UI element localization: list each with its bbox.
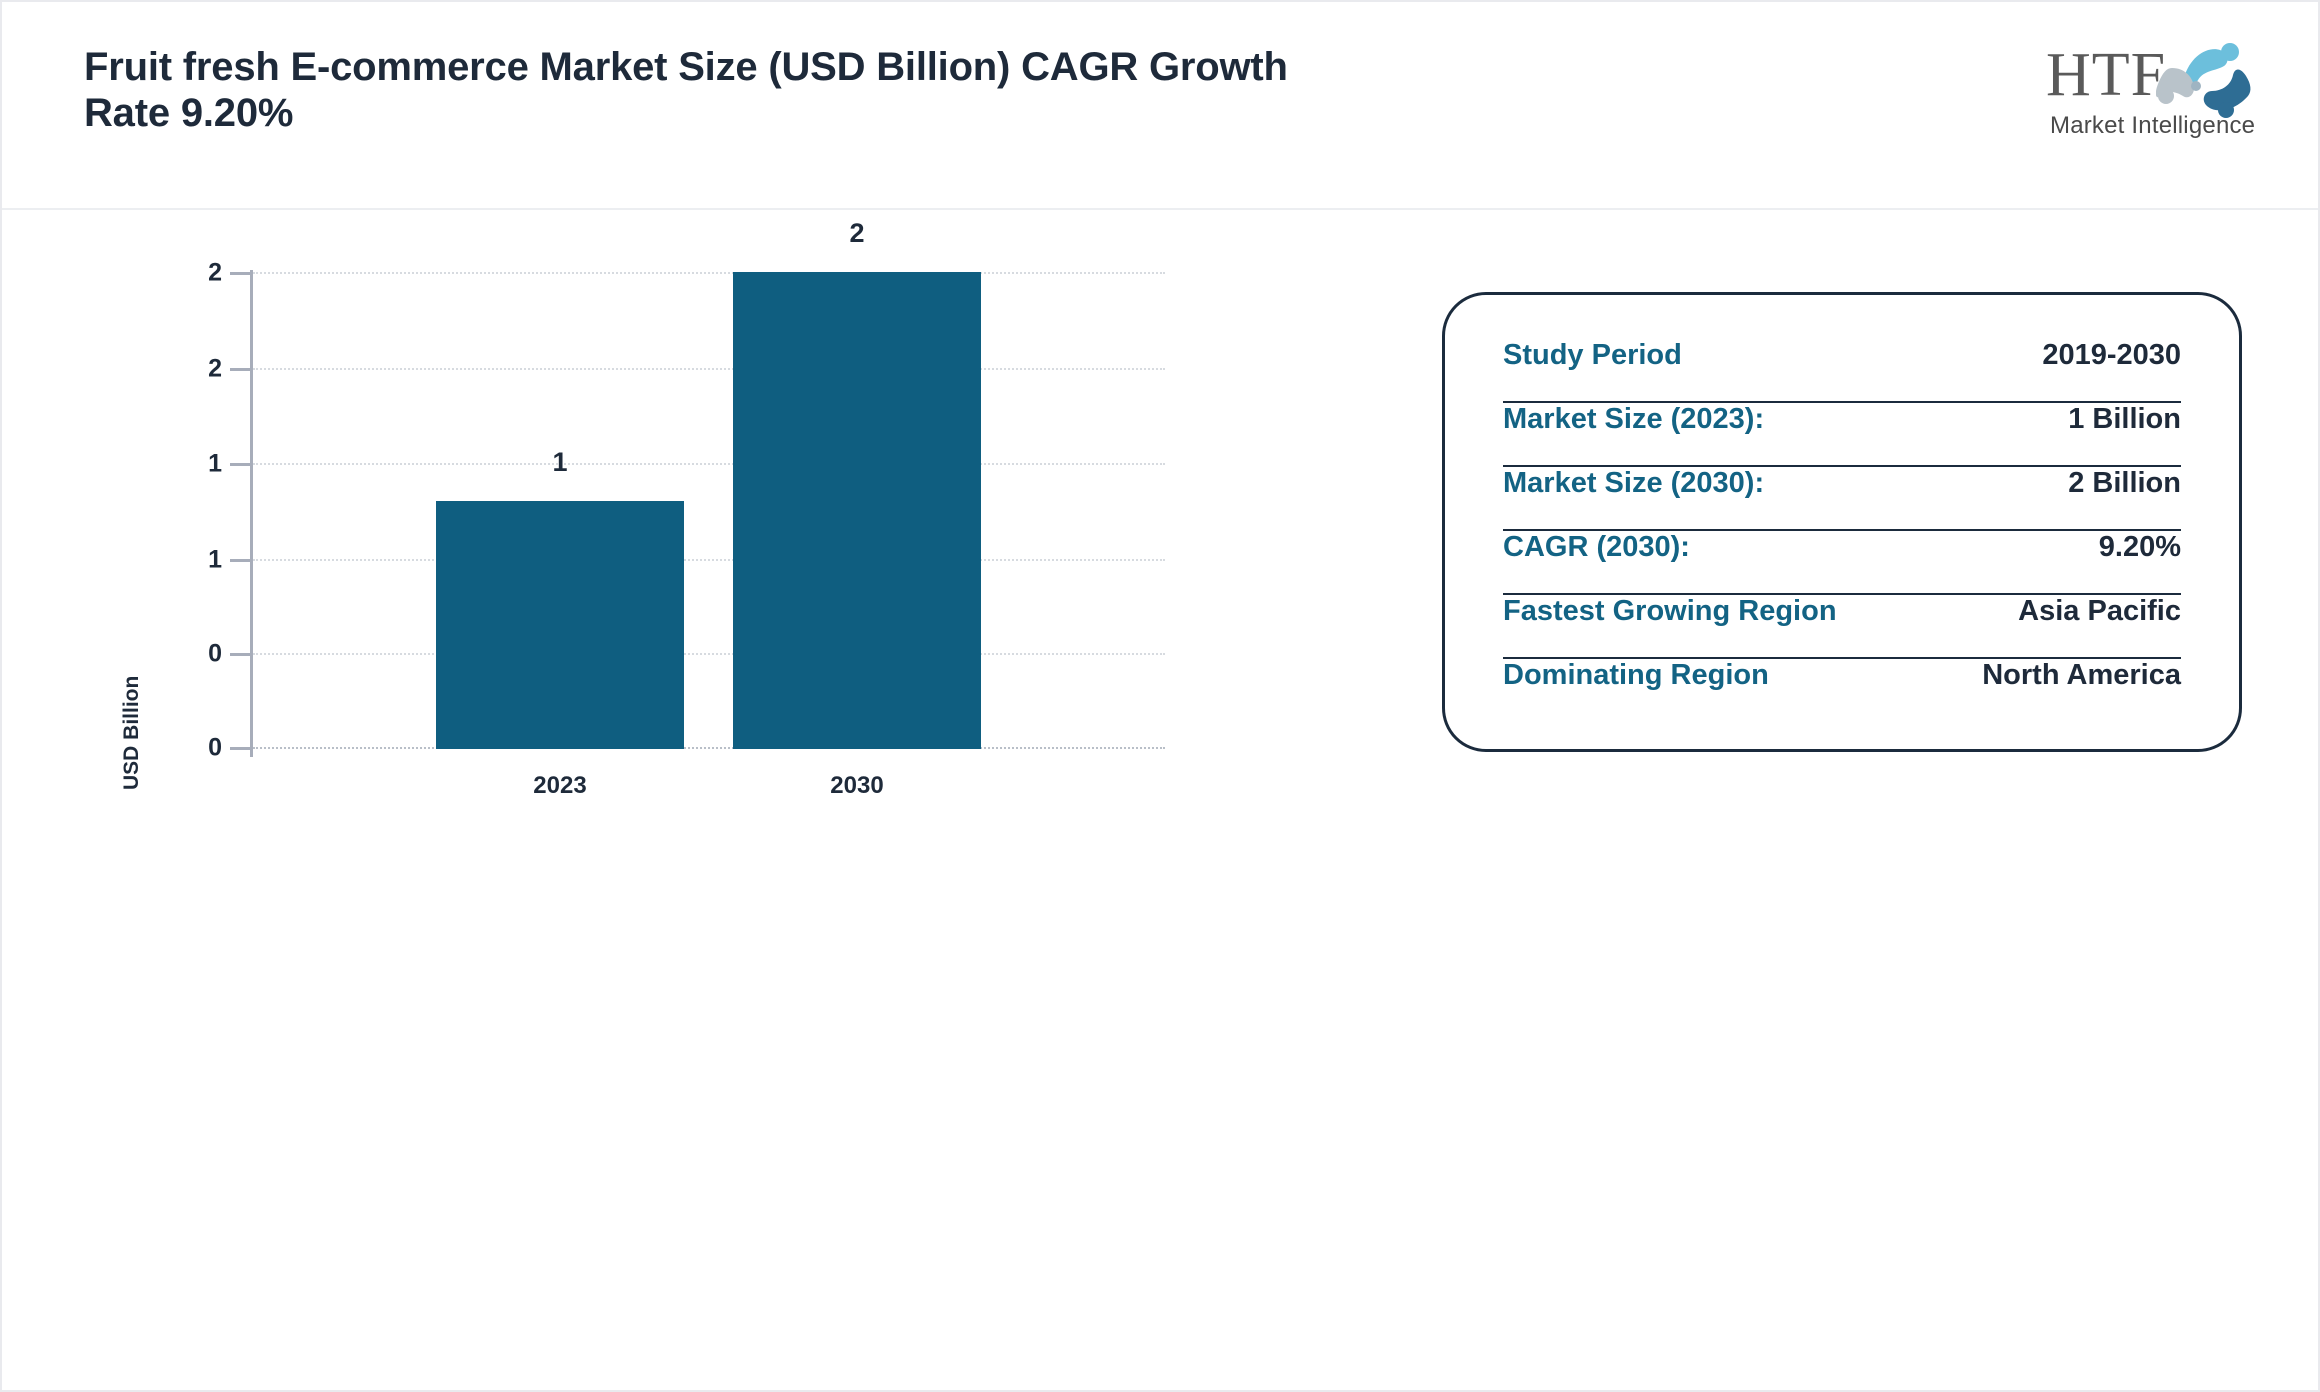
x-tick-label-2030: 2030: [830, 772, 884, 799]
card-row-value: 1 Billion: [2068, 403, 2181, 435]
card-row-label: Study Period: [1503, 339, 1682, 371]
card-row: CAGR (2030): 9.20%: [1503, 531, 2181, 595]
bar-2030[interactable]: [733, 272, 981, 749]
y-axis-line: [250, 270, 253, 757]
bar-value-2023: 1: [552, 447, 568, 477]
card-row-value: 9.20%: [2098, 531, 2181, 563]
card-row: Fastest Growing Region Asia Pacific: [1503, 595, 2181, 659]
card-row: Dominating Region North America: [1503, 659, 2181, 721]
market-summary-card: Study Period 2019-2030 Market Size (2023…: [1442, 292, 2242, 752]
card-row: Market Size (2030): 2 Billion: [1503, 467, 2181, 531]
y-tick-mark: [230, 747, 252, 750]
card-row-label: Market Size (2023):: [1503, 403, 1765, 435]
gridline-baseline: [253, 747, 1165, 749]
bar-chart: 2 2 1 1 0 0 USD Billion 1 2 2023 2030: [2, 210, 1382, 1390]
card-row-value: 2019-2030: [2042, 339, 2181, 371]
card-row-value: North America: [1982, 659, 2181, 691]
y-tick-label: 2: [208, 354, 222, 383]
gridline: [253, 272, 1165, 274]
card-row: Market Size (2023): 1 Billion: [1503, 403, 2181, 467]
card-row-label: Market Size (2030):: [1503, 467, 1765, 499]
card-row-value: Asia Pacific: [2018, 595, 2181, 627]
x-tick-label-2023: 2023: [533, 772, 587, 799]
htf-logo: HTF Market Intelligence: [2046, 36, 2276, 166]
gridline: [253, 368, 1165, 370]
bar-2023[interactable]: [436, 501, 684, 749]
y-tick-mark: [230, 463, 252, 466]
card-row-label: Dominating Region: [1503, 659, 1769, 691]
card-row-label: Fastest Growing Region: [1503, 595, 1837, 627]
gridline: [253, 463, 1165, 465]
y-tick-label: 1: [208, 545, 222, 574]
card-row: Study Period 2019-2030: [1503, 339, 2181, 403]
card-row-value: 2 Billion: [2068, 467, 2181, 499]
gridline: [253, 653, 1165, 655]
y-tick-label: 0: [208, 639, 222, 668]
y-tick-mark: [230, 559, 252, 562]
card-row-label: CAGR (2030):: [1503, 531, 1690, 563]
logo-tagline: Market Intelligence: [2050, 112, 2256, 139]
y-tick-label: 2: [208, 258, 222, 287]
logo-wordmark: HTF: [2046, 41, 2167, 109]
y-tick-mark: [230, 272, 252, 275]
y-tick-label: 1: [208, 449, 222, 478]
page-header: Fruit fresh E-commerce Market Size (USD …: [2, 2, 2318, 210]
gridline: [253, 559, 1165, 561]
y-tick-label: 0: [208, 733, 222, 762]
y-tick-mark: [230, 653, 252, 656]
three-figures-swirl-icon: [2155, 30, 2268, 122]
bar-value-2030: 2: [849, 218, 865, 248]
y-axis-title: USD Billion: [120, 675, 143, 790]
page-title: Fruit fresh E-commerce Market Size (USD …: [84, 45, 1288, 136]
y-tick-mark: [230, 368, 252, 371]
